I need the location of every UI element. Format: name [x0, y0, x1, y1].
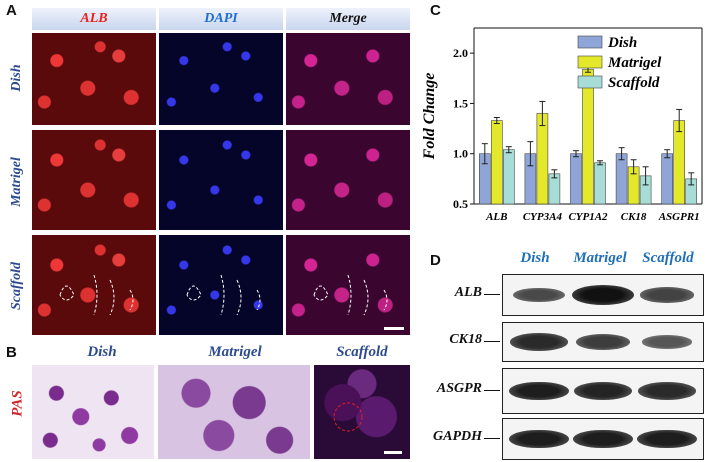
panel-letter-d: D: [430, 252, 441, 269]
image-alb-matrigel: [32, 130, 156, 230]
panel-letter-c: C: [430, 2, 441, 19]
blot-band: [575, 334, 631, 350]
legend-label: Matrigel: [607, 55, 662, 71]
y-tick-label: 0.5: [453, 197, 468, 211]
legend-label: Scaffold: [608, 75, 660, 91]
blot-band: [512, 287, 566, 303]
blot-band: [640, 287, 694, 303]
blot-label: ALB: [454, 285, 482, 300]
legend-label: Dish: [607, 35, 637, 51]
image-pas-matrigel: [158, 365, 310, 459]
col-header-merge-text: Merge: [329, 11, 367, 26]
blot-band: [572, 285, 634, 305]
col-header-alb: ALB: [32, 8, 156, 30]
lane-header-scaffold: Scaffold: [642, 250, 694, 266]
scaffold-outline-overlay: [186, 274, 261, 316]
col-header-alb-text: ALB: [80, 11, 108, 26]
legend-swatch: [577, 55, 603, 69]
row-label-scaffold: Scaffold: [9, 262, 24, 310]
y-tick-label: 1.5: [453, 96, 468, 110]
y-tick-label: 1.0: [453, 147, 468, 161]
blot-band: [637, 429, 697, 449]
legend-swatch: [577, 75, 603, 89]
blot-band: [509, 429, 569, 449]
image-pas-dish: [32, 365, 154, 459]
blot-band: [642, 335, 692, 349]
scaffold-outline-overlay: [59, 274, 134, 316]
x-tick-label: CK18: [621, 211, 647, 223]
col-header-dapi: DAPI: [159, 8, 283, 30]
blot-band: [509, 381, 569, 401]
blot-band: [510, 333, 568, 351]
blot-label-tick: [484, 390, 500, 391]
image-merge-dish: [286, 33, 410, 125]
pas-col-header-dish: Dish: [87, 344, 117, 360]
panel-letter-a: A: [6, 2, 17, 19]
bar: [570, 153, 582, 205]
panel-letter-b: B: [6, 344, 17, 361]
blot-strip: [502, 418, 704, 460]
blot-strip: [502, 368, 704, 414]
bar: [582, 68, 594, 205]
bar: [491, 120, 503, 205]
col-header-merge: Merge: [286, 8, 410, 30]
col-header-dapi-text: DAPI: [204, 11, 238, 26]
bar: [673, 120, 685, 205]
blot-label: CK18: [449, 332, 482, 347]
blot-label-tick: [484, 294, 500, 295]
bar: [548, 173, 561, 205]
blot-band: [573, 429, 633, 449]
blot-label-tick: [484, 438, 500, 439]
bar: [503, 149, 515, 205]
image-dapi-scaffold: [159, 235, 283, 335]
x-tick-label: CYP3A4: [523, 211, 563, 223]
image-merge-matrigel: [286, 130, 410, 230]
x-tick-label: ALB: [485, 211, 507, 223]
row-label-dish: Dish: [9, 64, 24, 92]
pas-col-header-scaffold: Scaffold: [336, 344, 388, 360]
lane-header-matrigel: Matrigel: [573, 250, 627, 266]
image-alb-dish: [32, 33, 156, 125]
image-dapi-matrigel: [159, 130, 283, 230]
image-alb-scaffold: [32, 235, 156, 335]
bar: [615, 153, 628, 205]
image-merge-scaffold: [286, 235, 410, 335]
scaffold-outline-overlay: [313, 274, 404, 330]
blot-label: GAPDH: [433, 429, 482, 444]
pas-stain-label: PAS: [9, 390, 26, 417]
blot-strip: [502, 274, 704, 316]
blot-band: [638, 382, 696, 400]
bar: [661, 153, 673, 205]
y-tick-label: 2.0: [453, 46, 468, 60]
image-pas-scaffold: [314, 365, 410, 459]
bar: [536, 113, 549, 205]
blot-label: ASGPR: [436, 381, 482, 396]
scaffold-outline-overlay: [333, 402, 402, 454]
blot-label-tick: [484, 341, 500, 342]
legend-swatch: [577, 35, 603, 49]
y-axis-label: Fold Change: [421, 73, 438, 161]
row-label-matrigel: Matrigel: [9, 157, 24, 207]
x-tick-label: CYP1A2: [568, 211, 608, 223]
lane-header-dish: Dish: [520, 250, 550, 266]
blot-strip: [502, 322, 704, 362]
blot-band: [573, 381, 633, 401]
image-dapi-dish: [159, 33, 283, 125]
bar: [594, 162, 606, 205]
pas-col-header-matrigel: Matrigel: [208, 344, 262, 360]
fold-change-chart: 0.5 1.0 1.5 2.0 Fold Change ALB CYP3A4 CYP1A2 CK…: [421, 27, 703, 223]
x-tick-label: ASGPR1: [658, 211, 700, 223]
